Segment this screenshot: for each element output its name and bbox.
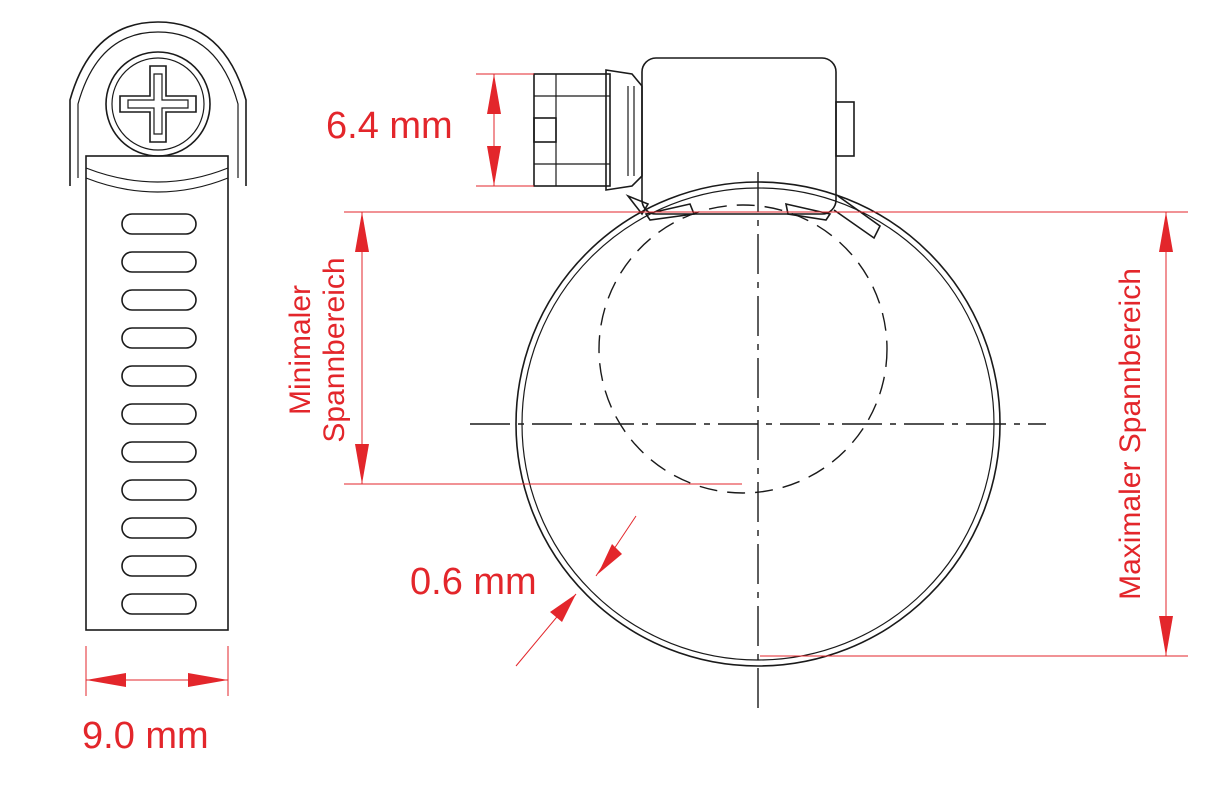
band-slot [121,555,197,577]
max-range-dimension [760,211,1188,657]
band-slot [121,479,197,501]
band-slot [121,365,197,387]
min-range-label: Minimaler Spannbereich [284,257,351,442]
screw-head-icon [105,51,211,157]
max-range-label: Maximaler Spannbereich [1114,268,1147,600]
band-thickness-label: 0.6 mm [410,561,537,603]
band-slot [121,593,197,615]
housing-height-label: 6.4 mm [326,105,453,147]
band-slot [121,213,197,235]
band-slots [121,213,197,615]
band-slot [121,403,197,425]
band-width-label: 9.0 mm [82,715,209,757]
band-slot [121,289,197,311]
side-view [69,21,247,631]
band-thickness-dimension [515,515,637,667]
band-slot [121,251,197,273]
band-slot [121,441,197,463]
max-range-text: Maximaler Spannbereich [1114,268,1147,600]
band-width-dimension [85,646,229,696]
min-range-dimension [344,211,760,485]
min-range-label-line1: Minimaler [284,285,317,415]
housing-height-dimension [476,73,534,187]
screw-body [533,69,643,191]
band-slot [121,327,197,349]
min-range-label-line2: Spannbereich [318,257,351,442]
band-slot [121,517,197,539]
front-view [470,57,1046,708]
